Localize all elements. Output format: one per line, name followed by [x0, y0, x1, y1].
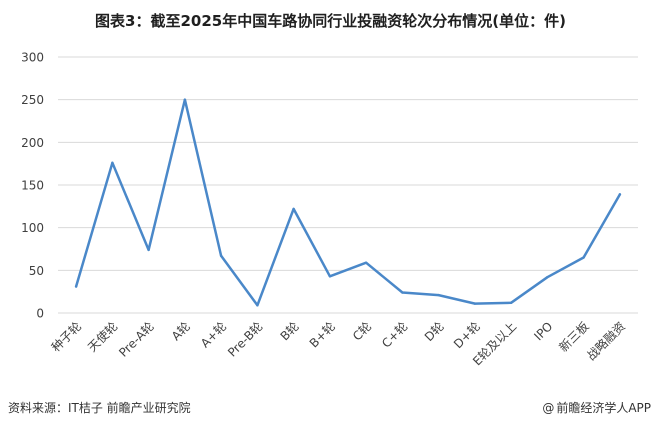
brand-name: 前瞻经济学人APP [556, 401, 651, 415]
y-tick-label: 0 [36, 307, 44, 321]
y-tick-label: 250 [21, 93, 44, 107]
data-point [364, 261, 368, 264]
y-tick-label: 100 [21, 221, 44, 235]
brand-at-symbol: @ [542, 401, 555, 415]
y-tick-label: 200 [21, 136, 44, 150]
x-tick-label: C轮 [350, 319, 374, 343]
series-layer [74, 98, 622, 307]
data-point [183, 98, 187, 101]
x-tick-label: 战略融资 [583, 319, 628, 364]
x-tick-label: 种子轮 [49, 319, 84, 354]
x-tick-label: IPO [531, 319, 555, 343]
y-axis-ticks: 0 50 100 150 200 250 300 [21, 51, 44, 321]
data-point [401, 291, 404, 294]
x-tick-label: Pre-A轮 [116, 319, 157, 360]
x-tick-label: D+轮 [451, 319, 483, 351]
data-point [147, 248, 150, 252]
source-note: 资料来源：IT桔子 前瞻产业研究院 [8, 401, 191, 415]
data-point [256, 304, 259, 307]
data-point [437, 293, 440, 297]
x-tick-label: 新三板 [556, 319, 592, 355]
x-tick-label: B+轮 [307, 319, 338, 350]
x-tick-label: Pre-B轮 [225, 319, 265, 359]
x-tick-label: 天使轮 [84, 319, 120, 355]
chart-title: 图表3：截至2025年中国车路协同行业投融资轮次分布情况(单位：件) [95, 12, 566, 30]
data-point [473, 302, 477, 305]
x-tick-label: B轮 [278, 319, 302, 343]
data-point [292, 207, 295, 211]
y-tick-label: 50 [29, 264, 44, 278]
data-point [618, 193, 622, 196]
x-tick-label: A轮 [169, 319, 193, 343]
x-tick-label: A+轮 [198, 319, 229, 350]
data-point [328, 275, 332, 278]
brand-credit: @ 前瞻经济学人APP [542, 399, 651, 416]
data-point [582, 256, 585, 259]
data-point [546, 275, 549, 279]
data-point [111, 161, 114, 165]
y-tick-label: 300 [21, 51, 44, 65]
data-point [74, 285, 78, 288]
y-tick-label: 150 [21, 179, 44, 193]
data-point [219, 254, 223, 258]
x-tick-label: D轮 [422, 319, 447, 344]
data-point [509, 301, 513, 304]
series-line-0 [74, 98, 622, 307]
x-tick-label: C+轮 [379, 319, 410, 350]
